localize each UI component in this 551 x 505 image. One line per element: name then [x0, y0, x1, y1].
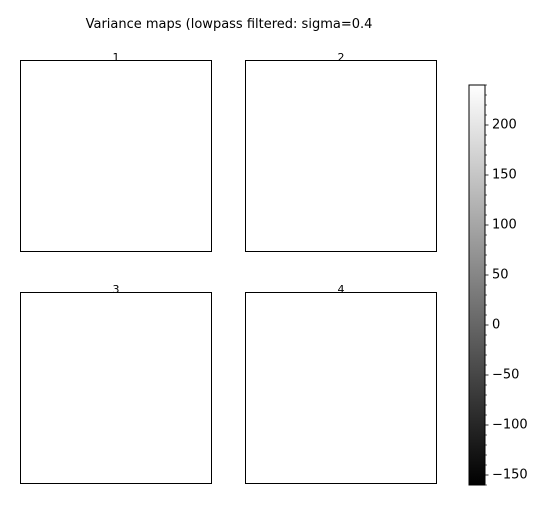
colorbar-tick-label: 200 — [492, 118, 517, 133]
colorbar-tick-label: 100 — [492, 218, 517, 233]
variance-map-3 — [20, 292, 212, 484]
colorbar-tick-label: 150 — [492, 168, 517, 183]
colorbar-ticks: −150 −100 −50 0 50 100 150 200 — [485, 84, 528, 486]
colorbar-tick-label: 0 — [492, 318, 500, 333]
colorbar-tick-label: −100 — [492, 418, 528, 433]
colorbar-tick-label: 50 — [492, 268, 509, 283]
variance-map-1 — [20, 60, 212, 252]
panel-title-4: 4 — [337, 283, 345, 296]
colorbar-tick-label: −150 — [492, 468, 528, 483]
panel-title-2: 2 — [337, 51, 345, 64]
colorbar-gradient — [469, 85, 485, 485]
figure-title: Variance maps (lowpass filtered: sigma=0… — [85, 17, 373, 32]
colorbar-tick-label: −50 — [492, 368, 519, 383]
panel-title-3: 3 — [112, 283, 120, 296]
variance-map-4 — [245, 292, 437, 484]
variance-map-2 — [245, 60, 437, 252]
panel-title-1: 1 — [112, 51, 120, 64]
colorbar-frame — [468, 84, 486, 486]
